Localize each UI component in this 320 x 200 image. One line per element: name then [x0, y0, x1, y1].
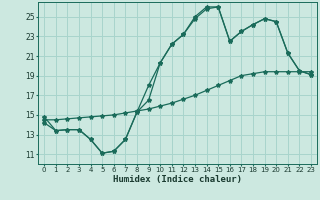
X-axis label: Humidex (Indice chaleur): Humidex (Indice chaleur) [113, 175, 242, 184]
